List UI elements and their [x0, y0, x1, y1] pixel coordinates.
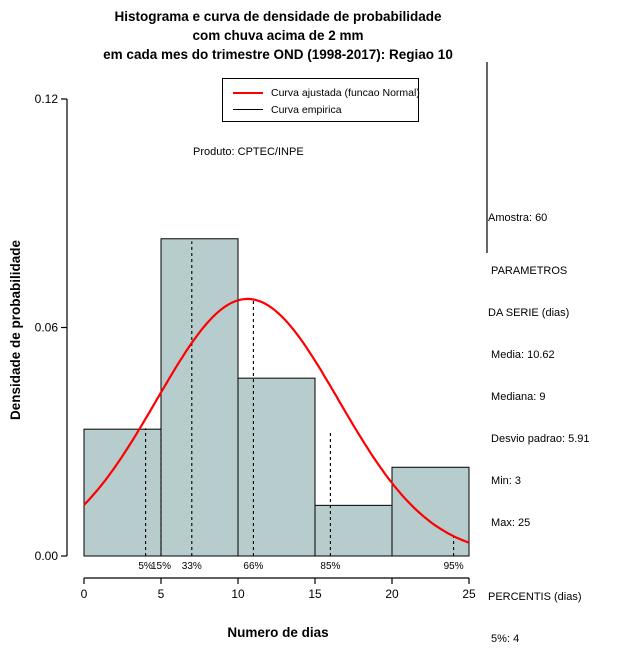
y-axis-tick-label: 0.00 — [35, 549, 59, 563]
chart-title: Histograma e curva de densidade de proba… — [0, 7, 556, 64]
x-axis-title: Numero de dias — [227, 625, 329, 640]
title-line-2: com chuva acima de 2 mm — [192, 28, 364, 43]
title-line-3: em cada mes do trimestre OND (1998-2017)… — [103, 47, 453, 62]
percentile-label: 85% — [320, 561, 340, 572]
fitted-curve-swatch — [233, 91, 263, 94]
legend-entry-fitted: Curva ajustada (funcao Normal) — [233, 84, 420, 101]
y-axis-title: Densidade de probabilidade — [8, 239, 23, 421]
stats-percentis-header: PERCENTIS (dias) — [488, 591, 582, 603]
stats-min: Min: 3 — [488, 475, 522, 487]
percentile-label: 15% — [151, 561, 171, 572]
stats-media: Media: 10.62 — [488, 349, 555, 361]
percentile-label: 33% — [182, 561, 202, 572]
empirical-curve-swatch — [233, 109, 263, 110]
histogram-bar — [391, 466, 470, 557]
percentile-label: 66% — [243, 561, 263, 572]
legend-label-fitted: Curva ajustada (funcao Normal) — [271, 86, 420, 99]
stats-params-header-2: DA SERIE (dias) — [488, 307, 570, 319]
stats-mediana: Mediana: 9 — [488, 391, 546, 403]
legend-box: Curva ajustada (funcao Normal) Curva emp… — [222, 78, 420, 122]
x-axis-tick-label: 15 — [308, 587, 322, 601]
percentile-label: 95% — [444, 561, 464, 572]
histogram-bar — [83, 428, 162, 557]
stats-params-header-1: PARAMETROS — [488, 265, 568, 277]
x-axis-tick-label: 25 — [462, 587, 476, 601]
legend-entry-empirical: Curva empirica — [233, 101, 418, 118]
y-axis-tick-label: 0.06 — [35, 321, 59, 335]
x-axis-tick-label: 10 — [231, 587, 245, 601]
x-axis-tick-label: 0 — [81, 587, 88, 601]
stats-p5: 5%: 4 — [488, 633, 520, 645]
fitted-normal-curve — [83, 297, 470, 544]
histogram-bar — [314, 504, 393, 557]
x-axis-tick-label: 20 — [385, 587, 399, 601]
stats-panel: Amostra: 60 PARAMETROS DA SERIE (dias) M… — [488, 183, 590, 660]
legend-label-empirical: Curva empirica — [271, 103, 342, 116]
title-line-1: Histograma e curva de densidade de proba… — [114, 9, 442, 24]
x-axis-tick-label: 5 — [158, 587, 165, 601]
stats-max: Max: 25 — [488, 517, 531, 529]
product-label: Produto: CPTEC/INPE — [193, 146, 304, 158]
histogram-bar — [160, 238, 239, 557]
stats-desvio: Desvio padrao: 5.91 — [488, 433, 590, 445]
y-axis-tick-label: 0.12 — [35, 92, 59, 106]
percentile-label: 5% — [138, 561, 153, 572]
histogram-bar — [237, 377, 316, 557]
stats-sample: Amostra: 60 — [488, 212, 548, 224]
